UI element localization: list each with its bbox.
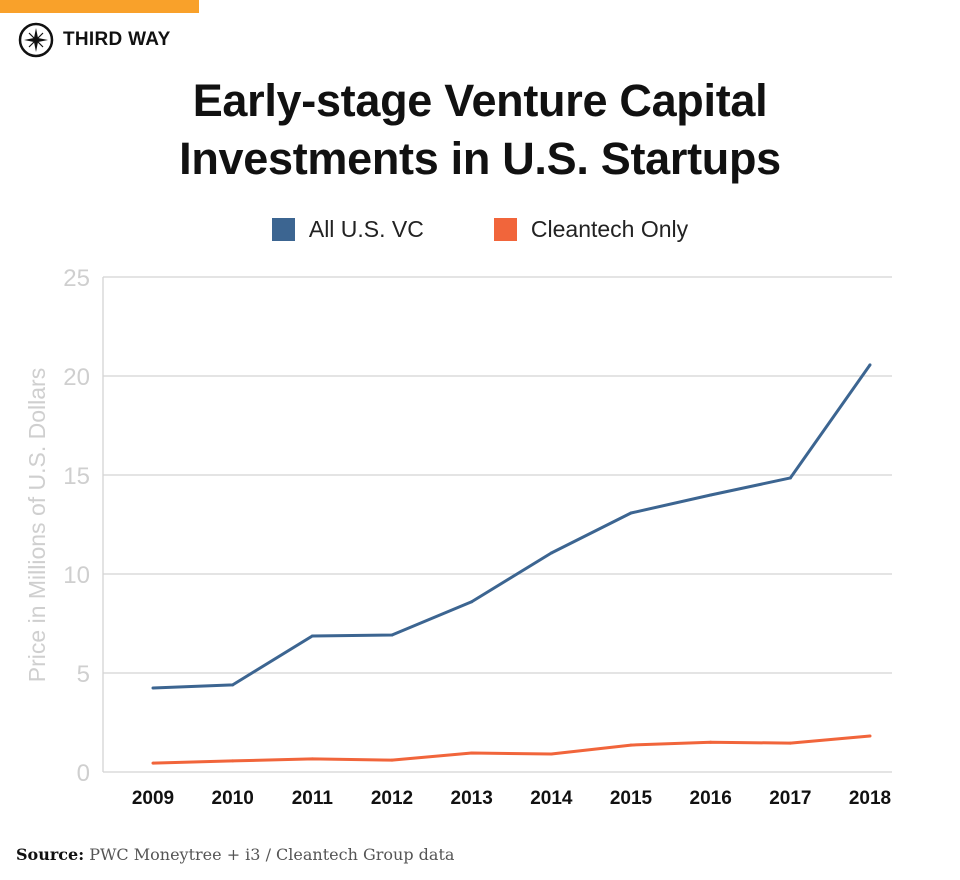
y-tick-label: 10 <box>63 562 90 589</box>
data-point <box>310 634 314 638</box>
data-point <box>788 741 792 745</box>
data-point <box>151 761 155 765</box>
data-point <box>549 551 553 555</box>
title-line: Early-stage Venture Capital <box>192 75 768 126</box>
legend-label: Cleantech Only <box>530 216 689 242</box>
x-tick-label: 2014 <box>530 788 573 809</box>
data-point <box>310 757 314 761</box>
data-point <box>788 476 792 480</box>
y-axis-label: Price in Millions of U.S. Dollars <box>24 368 50 682</box>
series-line-cleantech <box>152 734 871 765</box>
data-point <box>709 493 713 497</box>
legend-swatch <box>493 218 517 241</box>
x-tick-label: 2015 <box>610 788 653 809</box>
x-tick-label: 2016 <box>690 788 732 809</box>
x-tick-label: 2009 <box>132 788 174 809</box>
source-label: Source: <box>16 845 85 864</box>
data-point <box>629 743 633 747</box>
data-point <box>390 758 394 762</box>
y-tick-label: 5 <box>77 661 90 688</box>
legend-swatch <box>271 218 295 241</box>
legend-label: All U.S. VC <box>308 216 424 242</box>
x-tick-label: 2017 <box>769 788 811 809</box>
data-point <box>549 752 553 756</box>
legend-item-all-vc: All U.S. VC <box>271 216 424 243</box>
data-point <box>868 363 872 367</box>
third-way-logo: THIRD WAY <box>18 22 171 58</box>
data-point <box>470 751 474 755</box>
data-point <box>470 600 474 604</box>
series-line-all-vc <box>152 364 872 690</box>
chart-title: Early-stage Venture Capital Investments … <box>0 72 960 188</box>
title-line: Investments in U.S. Startups <box>179 133 781 184</box>
compass-icon <box>18 22 54 58</box>
legend-item-cleantech: Cleantech Only <box>493 216 689 243</box>
data-point <box>231 683 235 687</box>
x-tick-label: 2012 <box>371 788 413 809</box>
y-tick-label: 20 <box>63 364 90 391</box>
data-point <box>151 686 155 690</box>
x-tick-label: 2018 <box>849 788 891 809</box>
y-tick-label: 15 <box>63 463 90 490</box>
data-point <box>390 633 394 637</box>
x-tick-label: 2010 <box>212 788 254 809</box>
x-tick-label: 2011 <box>292 788 334 809</box>
y-tick-label: 25 <box>63 265 90 292</box>
data-point <box>709 740 713 744</box>
x-tick-label: 2013 <box>451 788 493 809</box>
y-tick-label: 0 <box>77 760 90 787</box>
data-point <box>629 511 633 515</box>
legend: All U.S. VC Cleantech Only <box>0 216 960 243</box>
data-point <box>231 759 235 763</box>
source-note: Source: PWC Moneytree + i3 / Cleantech G… <box>16 845 454 864</box>
source-text: PWC Moneytree + i3 / Cleantech Group dat… <box>89 845 455 864</box>
accent-bar <box>0 0 199 13</box>
logo-text: THIRD WAY <box>63 29 171 50</box>
data-point <box>868 734 872 738</box>
